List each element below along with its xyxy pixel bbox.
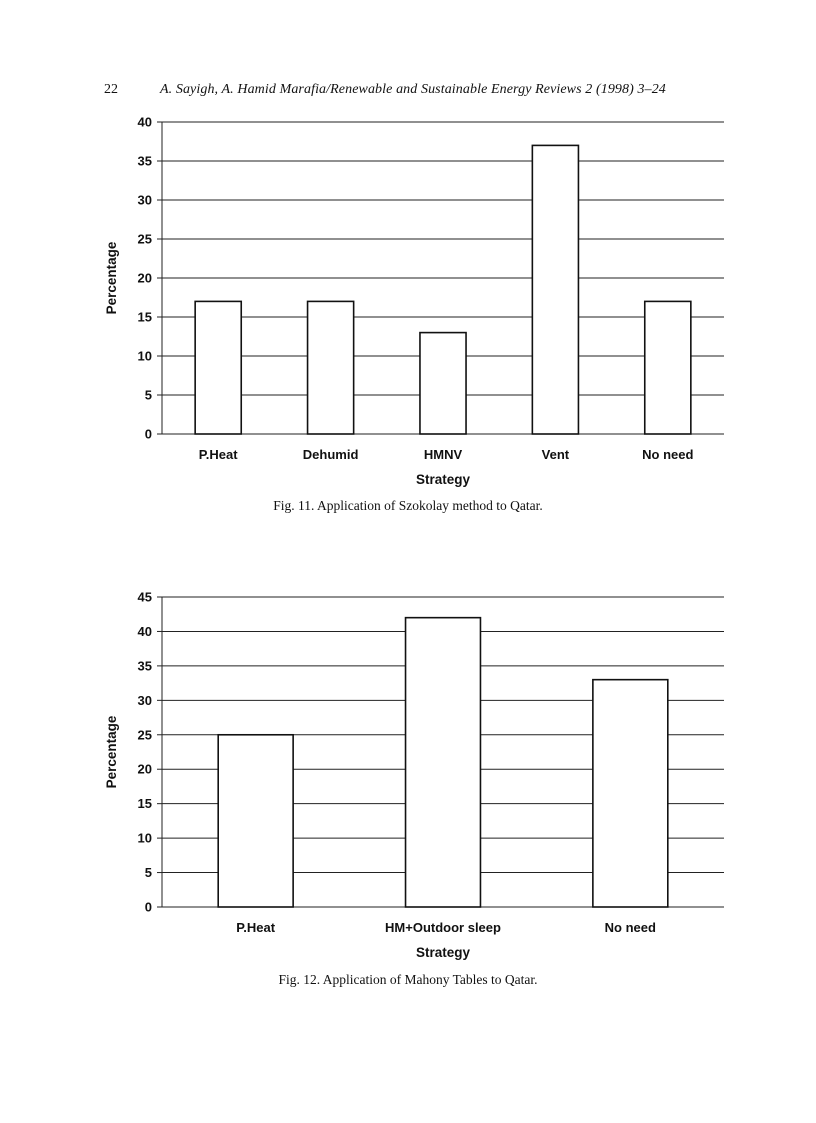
y-tick-label: 25 [138,727,152,742]
y-tick-label: 40 [138,115,152,130]
y-tick-label: 30 [138,693,152,708]
bar-p-heat [194,300,243,435]
y-tick-label: 25 [138,232,152,247]
y-tick-label: 30 [138,193,152,208]
y-tick-label: 15 [138,310,152,325]
y-tick-label: 20 [138,762,152,777]
figure-11-svg: 0 5 10 15 20 25 30 35 40 P.Heat Dehumid HMNV Vent No … [104,115,724,487]
bar-vent [531,144,580,435]
y-tick-label: 40 [138,624,152,639]
y-tick-label: 5 [145,865,152,880]
x-category-label: HMNV [424,447,463,462]
x-axis-title: Strategy [416,945,471,960]
y-tick-label: 45 [138,590,152,605]
x-category-label: No need [642,447,693,462]
x-category-label: Dehumid [303,447,359,462]
y-tick-label: 15 [138,796,152,811]
figure-11-caption: Fig. 11. Application of Szokolay method … [273,498,543,513]
y-tick-label: 10 [138,349,152,364]
y-tick-label: 35 [138,658,152,673]
bar-dehumid [306,300,355,435]
page-number: 22 [104,82,118,97]
y-tick-label: 0 [145,427,152,442]
bar-hmnv [419,331,467,435]
y-tick-label: 20 [138,271,152,286]
y-tick-label: 35 [138,154,152,169]
x-category-label: Vent [542,447,570,462]
x-axis-title: Strategy [416,472,471,487]
figure-12-chart: 0 5 10 15 20 25 30 35 40 45 P.Heat HM+Outdoor sleep… [96,585,736,960]
y-tick-label: 5 [145,388,152,403]
y-tick-label: 10 [138,831,152,846]
x-category-label: No need [605,920,656,935]
running-head: A. Sayigh, A. Hamid Marafia/Renewable an… [160,82,666,97]
figure-12-caption: Fig. 12. Application of Mahony Tables to… [278,972,538,987]
bar-no-need [643,300,692,435]
figure-11-chart: 0 5 10 15 20 25 30 35 40 P.Heat Dehumid HMNV Vent No … [96,110,736,487]
x-category-label: P.Heat [236,920,275,935]
figure-12-svg: 0 5 10 15 20 25 30 35 40 45 P.Heat HM+Outdoor sleep… [104,590,724,960]
bar-p-heat [217,733,294,908]
x-category-label: P.Heat [199,447,238,462]
bar-no-need [592,678,669,908]
y-axis-title: Percentage [104,715,119,788]
bar-hm-outdoor-sleep [404,616,482,908]
y-axis-title: Percentage [104,241,119,314]
y-tick-label: 0 [145,900,152,915]
x-category-label: HM+Outdoor sleep [385,920,501,935]
